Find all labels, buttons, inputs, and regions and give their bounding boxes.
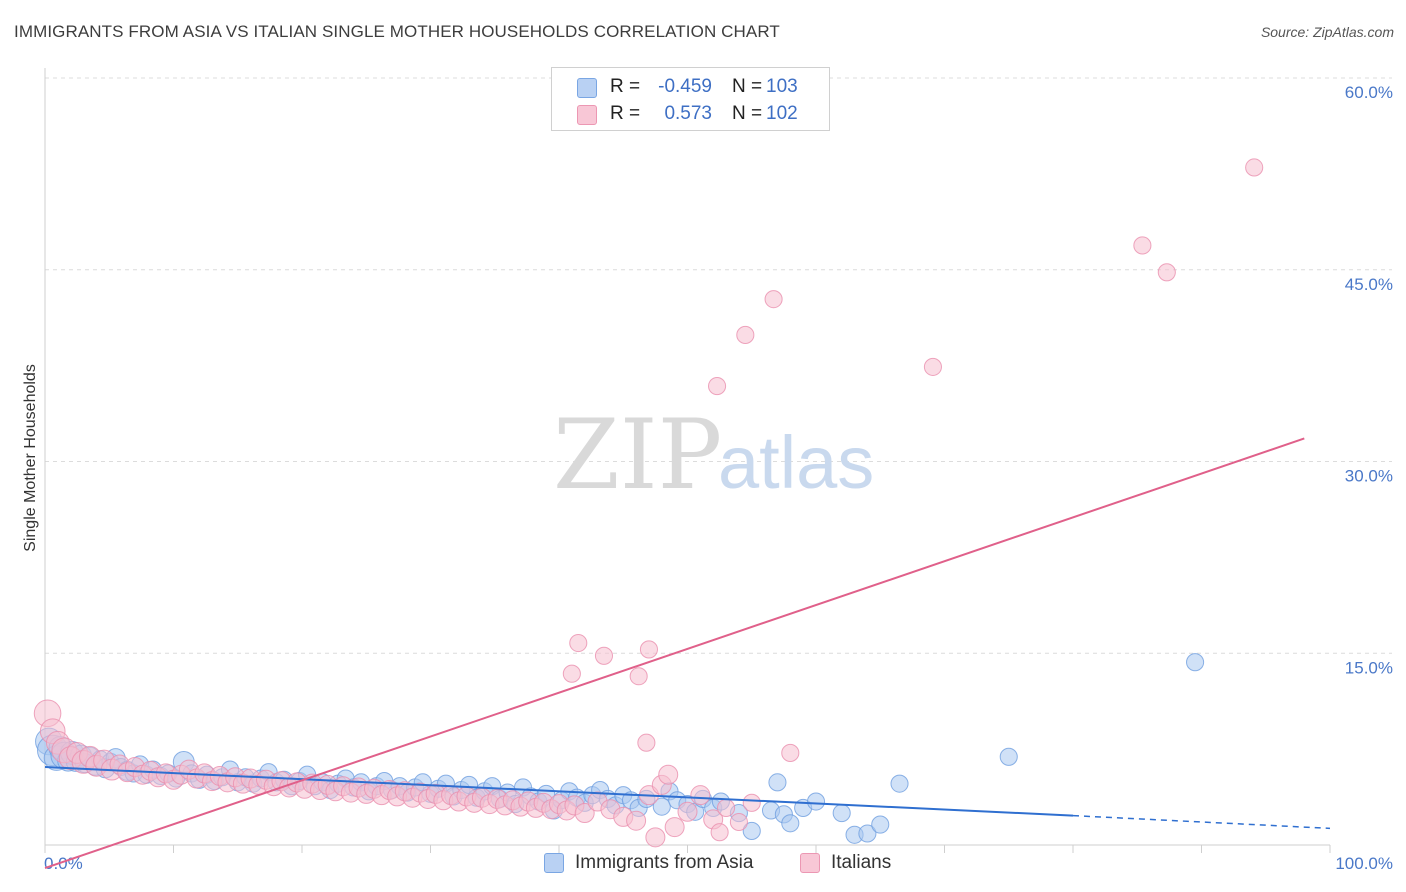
italian-point bbox=[594, 646, 614, 665]
italian-point bbox=[781, 743, 800, 763]
italian-point bbox=[690, 785, 711, 806]
italian-point bbox=[736, 325, 755, 344]
asia-trend-line bbox=[44, 766, 1074, 817]
x-tick-label: 100.0% bbox=[1335, 854, 1393, 873]
legend-n-label: N = bbox=[732, 76, 763, 97]
italian-point bbox=[629, 667, 648, 686]
italian-point bbox=[639, 640, 659, 659]
italian-point bbox=[658, 764, 679, 785]
italian-point bbox=[1245, 158, 1264, 177]
italian-point bbox=[1157, 263, 1176, 282]
legend-row-asia: R = -0.459 N = 103 bbox=[552, 75, 829, 101]
italian-point bbox=[710, 823, 729, 842]
italian-point bbox=[645, 827, 666, 848]
legend-r-value: 0.573 bbox=[664, 103, 712, 124]
italian-point bbox=[664, 817, 685, 838]
asia-point bbox=[999, 747, 1018, 766]
italian-point bbox=[764, 290, 783, 309]
italian-point bbox=[717, 798, 736, 817]
italian-point bbox=[708, 377, 727, 396]
italian-point bbox=[562, 664, 581, 683]
asia-point bbox=[832, 803, 851, 823]
asia-point bbox=[768, 773, 787, 792]
italian-point bbox=[729, 812, 748, 832]
tick-labels: 15.0%30.0%45.0%60.0%0.0% 100.0% bbox=[44, 83, 1393, 873]
legend-n-label: N = bbox=[732, 103, 763, 124]
asia-trend-extension bbox=[1072, 814, 1331, 830]
italian-trend-line bbox=[44, 437, 1305, 869]
italian-point bbox=[677, 801, 698, 822]
gridlines bbox=[45, 77, 1392, 654]
legend-n-value: 103 bbox=[766, 76, 798, 97]
y-tick-label: 15.0% bbox=[1345, 658, 1393, 677]
italian-point bbox=[574, 803, 595, 824]
italian-point bbox=[1133, 236, 1152, 255]
legend-swatch-pink bbox=[800, 853, 820, 873]
legend-swatch-blue bbox=[544, 853, 564, 873]
legend-swatch-blue bbox=[577, 78, 597, 98]
y-tick-label: 30.0% bbox=[1345, 467, 1393, 486]
italian-point bbox=[569, 633, 588, 653]
asia-point bbox=[858, 824, 877, 843]
legend-row-italians: R = 0.573 N = 102 bbox=[552, 102, 829, 128]
trend-lines bbox=[44, 437, 1331, 869]
legend-r-value: -0.459 bbox=[658, 76, 712, 97]
asia-point bbox=[806, 792, 826, 811]
asia-point bbox=[871, 815, 890, 834]
watermark-zip: ZIP bbox=[553, 399, 722, 511]
correlation-legend: R = -0.459 N = 103 R = 0.573 N = 102 bbox=[551, 67, 830, 131]
asia-point bbox=[781, 814, 800, 833]
asia-point bbox=[1186, 653, 1205, 672]
legend-r-label: R = bbox=[610, 103, 641, 124]
asia-point bbox=[742, 821, 761, 840]
italian-point bbox=[637, 733, 656, 752]
watermark-atlas: atlas bbox=[718, 421, 874, 504]
legend-label: Italians bbox=[831, 852, 892, 873]
italian-point bbox=[923, 357, 942, 376]
y-tick-label: 60.0% bbox=[1345, 83, 1393, 102]
asia-point bbox=[890, 774, 909, 793]
italian-point bbox=[626, 810, 647, 831]
y-axis-label: Single Mother Households bbox=[22, 364, 39, 552]
legend-label: Immigrants from Asia bbox=[575, 852, 754, 873]
legend-swatch-pink bbox=[577, 105, 597, 125]
italian-point bbox=[742, 793, 761, 812]
legend-n-value: 102 bbox=[766, 103, 798, 124]
chart-title: IMMIGRANTS FROM ASIA VS ITALIAN SINGLE M… bbox=[14, 22, 780, 41]
y-tick-label: 45.0% bbox=[1345, 275, 1393, 294]
asia-point bbox=[652, 797, 671, 816]
data-points bbox=[33, 158, 1264, 848]
source-credit: Source: ZipAtlas.com bbox=[1260, 24, 1394, 40]
legend-r-label: R = bbox=[610, 76, 641, 97]
